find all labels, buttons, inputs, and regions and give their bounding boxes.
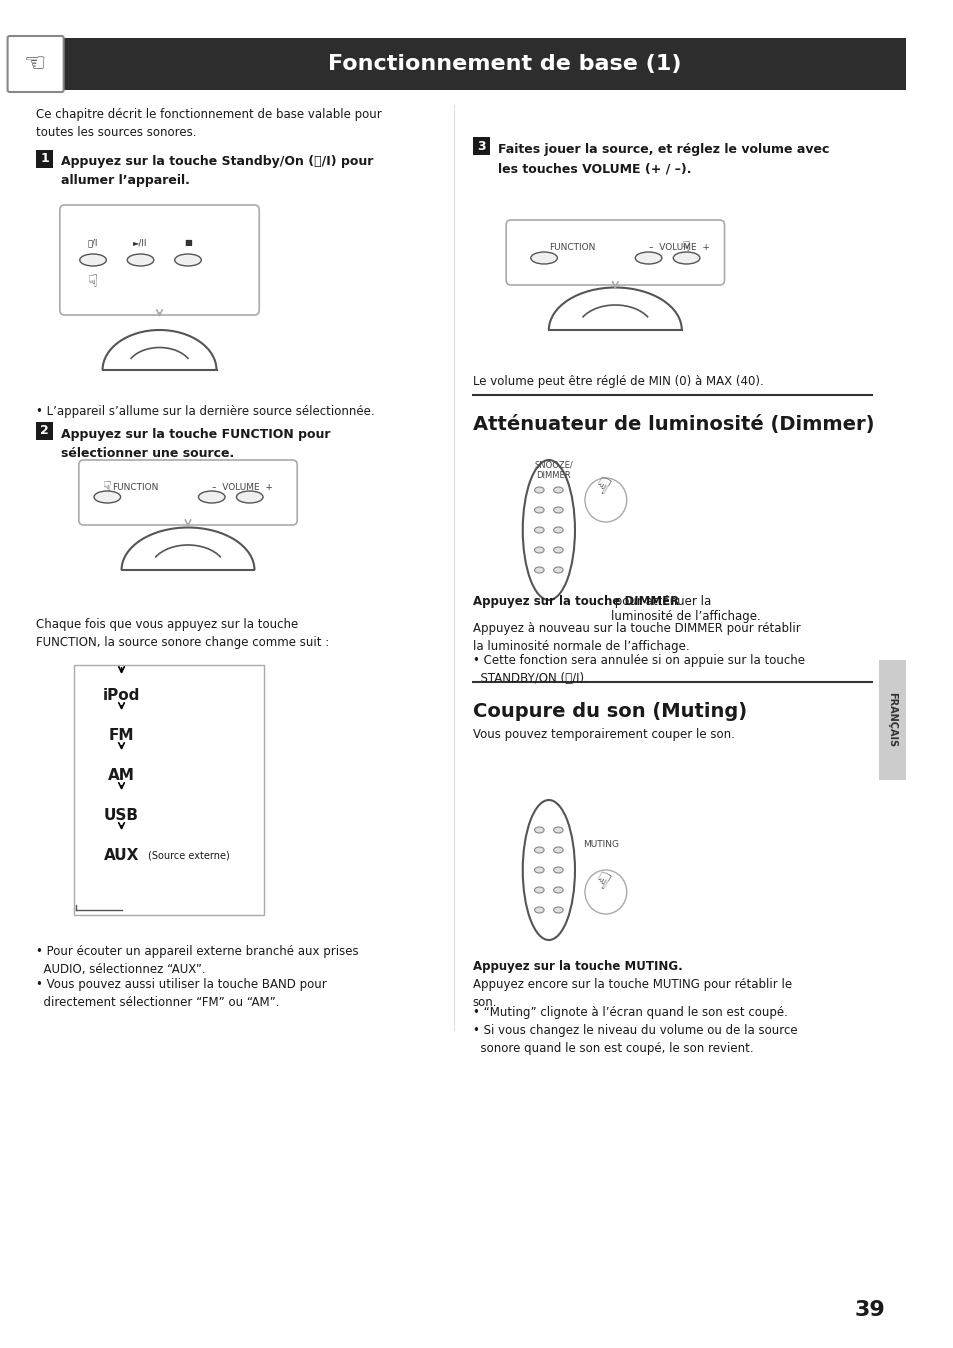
Text: Appuyez à nouveau sur la touche DIMMER pour rétablir
la luminosité normale de l’: Appuyez à nouveau sur la touche DIMMER p…: [473, 621, 800, 652]
Text:  /I:  /I: [88, 239, 98, 247]
Text: ■: ■: [184, 239, 192, 247]
Ellipse shape: [80, 253, 106, 266]
FancyBboxPatch shape: [36, 150, 53, 168]
Ellipse shape: [553, 887, 562, 892]
Text: USB: USB: [104, 807, 139, 822]
Ellipse shape: [553, 487, 562, 493]
FancyBboxPatch shape: [879, 661, 905, 780]
Text: pour atténuer la
luminosité de l’affichage.: pour atténuer la luminosité de l’afficha…: [610, 594, 760, 623]
Text: • Vous pouvez aussi utiliser la touche BAND pour
  directement sélectionner “FM”: • Vous pouvez aussi utiliser la touche B…: [36, 979, 327, 1010]
Ellipse shape: [534, 527, 543, 532]
Text: ☟: ☟: [681, 240, 690, 253]
Text: • L’appareil s’allume sur la dernière source sélectionnée.: • L’appareil s’allume sur la dernière so…: [36, 404, 375, 418]
Text: Coupure du son (Muting): Coupure du son (Muting): [473, 702, 746, 721]
Ellipse shape: [534, 507, 543, 514]
Text: ☟: ☟: [590, 474, 611, 499]
Text: –  VOLUME  +: – VOLUME +: [212, 483, 273, 492]
Text: 1: 1: [40, 152, 49, 166]
Ellipse shape: [673, 252, 700, 264]
Ellipse shape: [534, 887, 543, 892]
Text: ☟: ☟: [103, 480, 112, 493]
Text: ►/II: ►/II: [133, 239, 148, 247]
Text: MUTING: MUTING: [582, 840, 618, 849]
Ellipse shape: [534, 487, 543, 493]
Text: • Cette fonction sera annulée si on appuie sur la touche
  STANDBY/ON ( /I).: • Cette fonction sera annulée si on appu…: [473, 654, 804, 685]
Ellipse shape: [522, 799, 575, 940]
FancyBboxPatch shape: [506, 220, 723, 284]
Text: AUX: AUX: [104, 848, 139, 863]
Text: –  VOLUME  +: – VOLUME +: [648, 244, 709, 252]
Ellipse shape: [198, 491, 225, 503]
Text: 2: 2: [40, 425, 49, 438]
Text: Appuyez sur la touche FUNCTION pour
sélectionner une source.: Appuyez sur la touche FUNCTION pour séle…: [61, 429, 330, 460]
FancyBboxPatch shape: [473, 137, 490, 155]
FancyBboxPatch shape: [36, 422, 53, 439]
Text: Chaque fois que vous appuyez sur la touche
FUNCTION, la source sonore change com: Chaque fois que vous appuyez sur la touc…: [36, 617, 329, 648]
Ellipse shape: [534, 547, 543, 553]
Text: 3: 3: [476, 139, 485, 152]
Text: ☜: ☜: [24, 53, 47, 75]
Text: Vous pouvez temporairement couper le son.: Vous pouvez temporairement couper le son…: [473, 728, 734, 741]
Text: Atténuateur de luminosité (Dimmer): Atténuateur de luminosité (Dimmer): [473, 415, 874, 434]
Ellipse shape: [534, 907, 543, 913]
Text: 39: 39: [854, 1299, 884, 1320]
Text: Appuyez sur la touche MUTING.: Appuyez sur la touche MUTING.: [473, 960, 682, 973]
Ellipse shape: [530, 252, 557, 264]
Ellipse shape: [534, 867, 543, 874]
Text: Appuyez sur la touche Standby/On ( /I) pour
allumer l’appareil.: Appuyez sur la touche Standby/On ( /I) p…: [61, 155, 373, 187]
Text: • Pour écouter un appareil externe branché aux prises
  AUDIO, sélectionnez “AUX: • Pour écouter un appareil externe branc…: [36, 945, 358, 976]
Text: Le volume peut être réglé de MIN (0) à MAX (40).: Le volume peut être réglé de MIN (0) à M…: [473, 375, 762, 388]
Text: FRANÇAIS: FRANÇAIS: [886, 693, 897, 748]
Ellipse shape: [534, 568, 543, 573]
Ellipse shape: [553, 907, 562, 913]
Text: FM: FM: [109, 728, 134, 743]
Ellipse shape: [534, 828, 543, 833]
FancyBboxPatch shape: [8, 36, 64, 92]
Text: (Source externe): (Source externe): [148, 851, 230, 860]
Ellipse shape: [522, 460, 575, 600]
FancyBboxPatch shape: [79, 460, 297, 524]
Ellipse shape: [553, 547, 562, 553]
Ellipse shape: [236, 491, 263, 503]
Text: ☟: ☟: [590, 869, 611, 894]
FancyBboxPatch shape: [52, 38, 905, 90]
Ellipse shape: [553, 527, 562, 532]
Text: • Si vous changez le niveau du volume ou de la source
  sonore quand le son est : • Si vous changez le niveau du volume ou…: [473, 1024, 797, 1055]
Ellipse shape: [94, 491, 120, 503]
Text: Appuyez encore sur la touche MUTING pour rétablir le
son.: Appuyez encore sur la touche MUTING pour…: [473, 979, 791, 1010]
Ellipse shape: [553, 507, 562, 514]
Text: SNOOZE/
DIMMER: SNOOZE/ DIMMER: [534, 460, 573, 480]
Text: AM: AM: [108, 767, 134, 782]
Ellipse shape: [553, 847, 562, 853]
Ellipse shape: [174, 253, 201, 266]
Text: FUNCTION: FUNCTION: [112, 483, 158, 492]
Ellipse shape: [553, 568, 562, 573]
Ellipse shape: [635, 252, 661, 264]
Text: Fonctionnement de base (1): Fonctionnement de base (1): [328, 54, 681, 74]
Text: • “Muting” clignote à l’écran quand le son est coupé.: • “Muting” clignote à l’écran quand le s…: [473, 1006, 787, 1019]
Ellipse shape: [553, 828, 562, 833]
FancyBboxPatch shape: [60, 205, 259, 315]
Ellipse shape: [534, 847, 543, 853]
Text: ☟: ☟: [88, 274, 98, 291]
Ellipse shape: [127, 253, 153, 266]
Ellipse shape: [553, 867, 562, 874]
Text: FUNCTION: FUNCTION: [548, 244, 595, 252]
FancyBboxPatch shape: [74, 665, 264, 915]
Text: Ce chapitre décrit le fonctionnement de base valable pour
toutes les sources son: Ce chapitre décrit le fonctionnement de …: [36, 108, 381, 139]
Text: Appuyez sur la touche DIMMER: Appuyez sur la touche DIMMER: [473, 594, 679, 608]
Text: Faites jouer la source, et réglez le volume avec
les touches VOLUME (+ / –).: Faites jouer la source, et réglez le vol…: [497, 143, 828, 175]
Text: iPod: iPod: [103, 687, 140, 702]
